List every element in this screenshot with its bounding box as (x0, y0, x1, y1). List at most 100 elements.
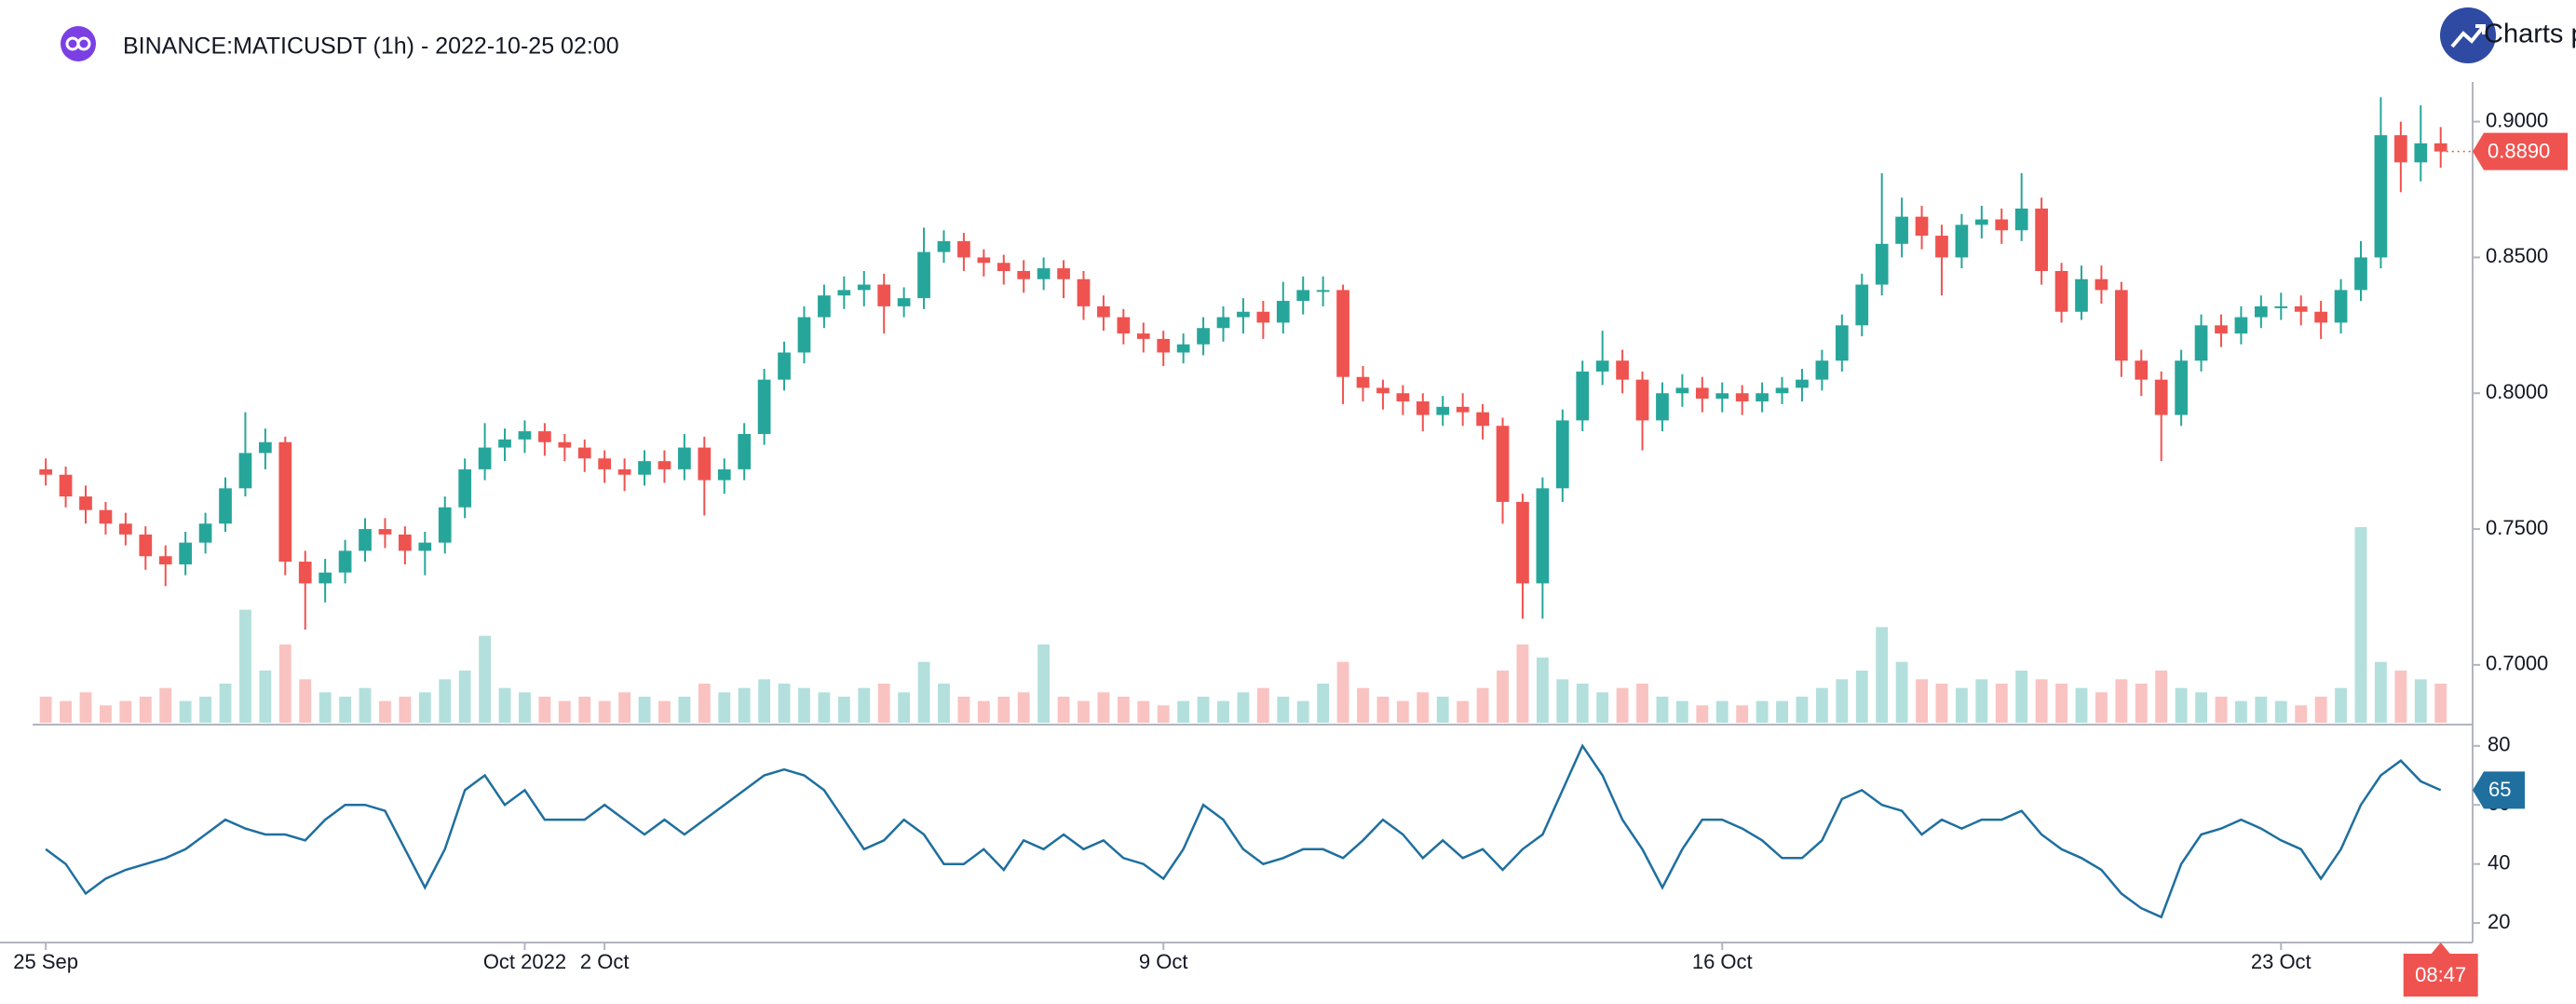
volume-bar (1357, 687, 1369, 723)
volume-bar (738, 687, 751, 723)
candle-body (577, 447, 591, 459)
candle-body (1756, 393, 1769, 401)
volume-bar (79, 692, 92, 723)
candle-body (797, 317, 811, 353)
candle-body (738, 433, 752, 469)
candle-body (678, 447, 691, 469)
candle-body (259, 441, 272, 454)
volume-bar (578, 697, 591, 723)
volume-bar (818, 692, 831, 723)
candle-body (2414, 142, 2428, 163)
volume-bar (519, 692, 531, 723)
brand-logo[interactable] (2440, 7, 2496, 63)
candle-body (638, 461, 651, 475)
volume-bar (1177, 700, 1190, 723)
candle-body (1057, 268, 1070, 279)
volume-bar (698, 684, 711, 723)
volume-bar (359, 687, 372, 723)
candle-body (1715, 393, 1729, 400)
candle-body (478, 447, 492, 469)
volume-bar (119, 700, 132, 723)
candle-body (2175, 360, 2188, 415)
volume-bar (458, 671, 471, 723)
x-tick-label: 2 Oct (580, 950, 630, 973)
candle-body (438, 507, 452, 543)
volume-bar (1815, 687, 1828, 723)
candle-body (2114, 290, 2128, 361)
volume-bar (2195, 692, 2207, 723)
volume-bar (877, 684, 890, 723)
candle-body (818, 295, 831, 318)
candle-body (198, 523, 212, 543)
candle-body (1796, 379, 1809, 388)
candle-body (1955, 224, 1969, 258)
candle-body (917, 251, 930, 299)
volume-bar (858, 687, 871, 723)
candle-body (1077, 278, 1091, 306)
volume-bar (1975, 679, 1988, 723)
volume-bar (439, 679, 452, 723)
volume-bar (159, 687, 172, 723)
volume-bar (1715, 700, 1729, 723)
candle-body (1974, 219, 1988, 225)
candle-body (1017, 270, 1031, 279)
rsi-last-label: 65 (2488, 778, 2511, 801)
volume-bar (718, 692, 731, 723)
volume-bar (1137, 700, 1150, 723)
candle-body (877, 284, 891, 306)
volume-bar (1796, 697, 1809, 723)
volume-bar (1576, 684, 1589, 723)
volume-bar (1736, 705, 1749, 723)
volume-bar (638, 697, 651, 723)
volume-bar (1616, 687, 1629, 723)
candle-body (1396, 393, 1410, 401)
volume-bar (1097, 692, 1110, 723)
candle-body (2314, 311, 2327, 323)
volume-bar (2175, 687, 2188, 723)
volume-bar (60, 700, 73, 723)
last-price-label: 0.8890 (2488, 139, 2550, 162)
y-tick-label: 0.9000 (2486, 108, 2548, 131)
candle-body (2254, 305, 2268, 318)
volume-bar (239, 609, 251, 723)
candle-body (2095, 278, 2108, 291)
candle-body (1536, 488, 1550, 584)
candle-body (2194, 325, 2208, 361)
candle-body (359, 529, 372, 551)
candle-body (1995, 219, 2009, 231)
volume-bar (1057, 697, 1070, 723)
volume-bar (1656, 697, 1669, 723)
candle-body (1356, 376, 1370, 388)
candle-body (1416, 400, 1430, 415)
candle-body (2274, 305, 2288, 308)
candle-body (179, 542, 193, 564)
candle-body (1875, 243, 1889, 285)
volume-bar (1636, 684, 1648, 723)
volume-bar (1895, 661, 1908, 723)
volume-bar (1277, 697, 1290, 723)
candle-body (1157, 338, 1171, 353)
candle-body (1237, 311, 1250, 318)
candle-body (778, 352, 791, 380)
volume-bar (538, 697, 551, 723)
volume-bar (1675, 700, 1688, 723)
brand-text[interactable]: Charts p (2484, 20, 2576, 49)
volume-bar (1935, 684, 1948, 723)
candle-body (1256, 311, 1270, 323)
candle-body (538, 431, 551, 442)
candle-body (399, 534, 412, 551)
volume-bar (997, 697, 1010, 723)
candle-body (598, 458, 612, 469)
candle-body (1595, 360, 1609, 372)
candle-body (1176, 344, 1190, 353)
volume-bar (917, 661, 930, 723)
candle-body (1376, 387, 1390, 394)
candle-body (1276, 301, 1290, 323)
volume-bar (618, 692, 631, 723)
candle-body (1915, 216, 1929, 237)
candle-body (717, 468, 731, 481)
y-tick-label: 0.8500 (2486, 244, 2548, 267)
